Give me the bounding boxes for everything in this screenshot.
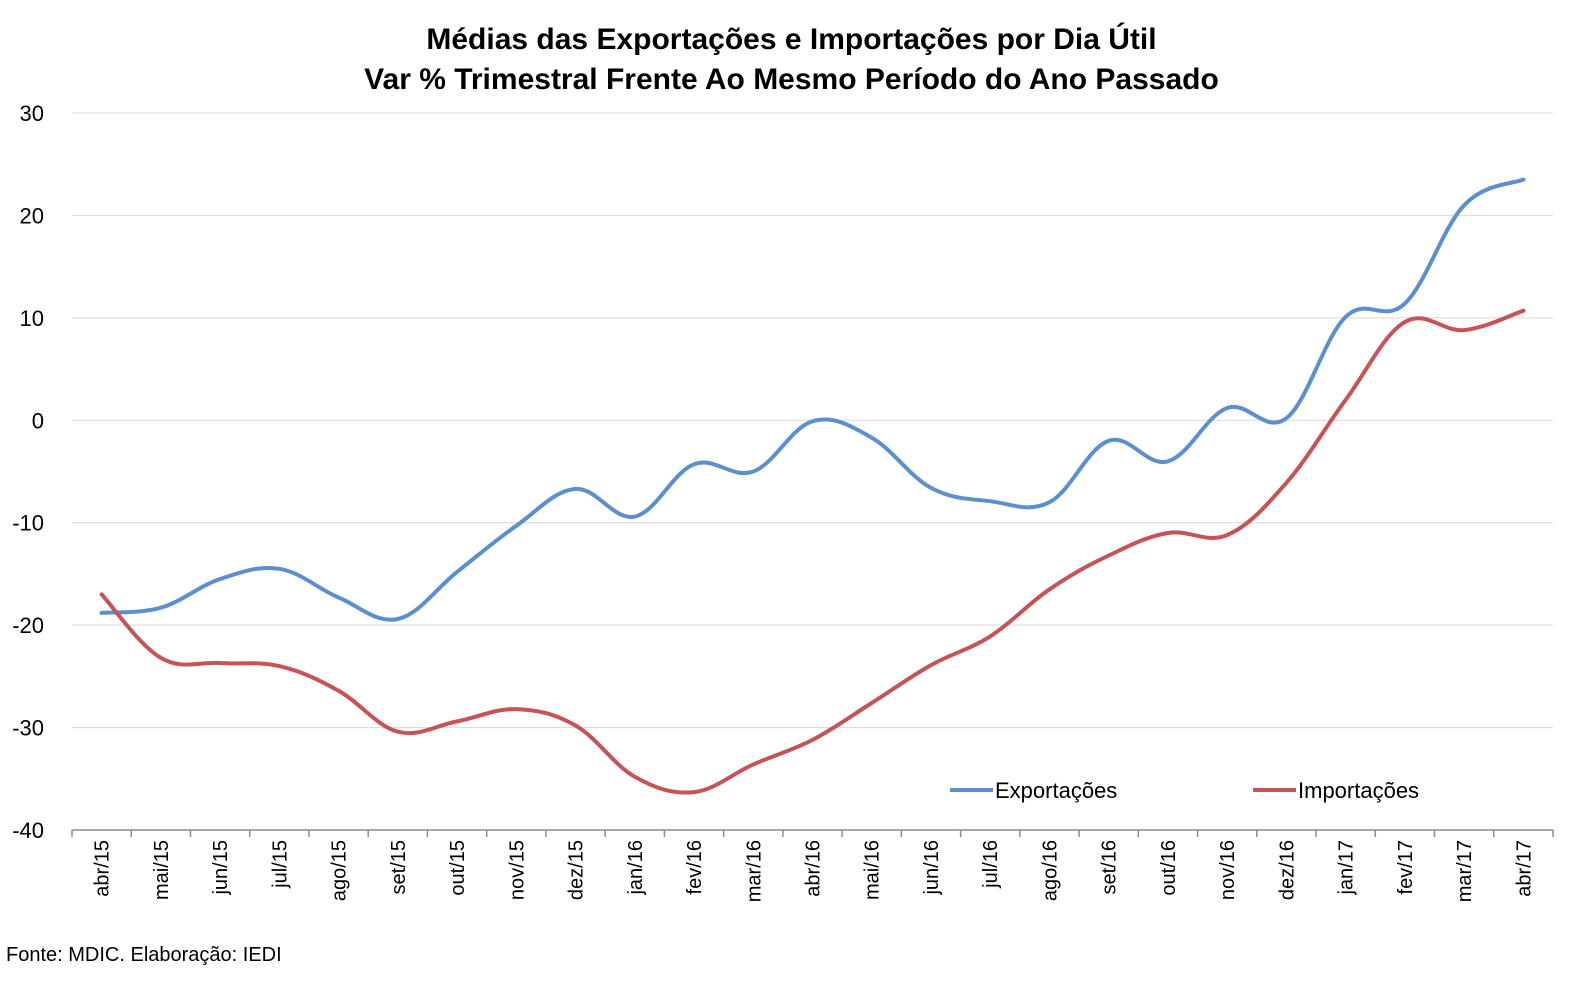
x-tick-label: set/15 <box>388 840 410 894</box>
x-tick-label: mar/17 <box>1454 840 1476 902</box>
x-axis: abr/15 mai/15 jun/15 jul/15 ago/15 set/15 out/… <box>71 829 1554 902</box>
series-line-exportacoes <box>99 177 1526 622</box>
y-axis-ticks: 30 20 10 0 -10 -20 -30 -40 <box>12 101 44 843</box>
x-tick-label: jun/16 <box>921 840 943 896</box>
x-tick-label: jul/15 <box>269 840 291 889</box>
x-tick-label: jan/16 <box>625 840 647 896</box>
chart-title: Médias das Exportações e Importações por… <box>426 23 1157 56</box>
x-tick-label: set/16 <box>1099 840 1121 894</box>
x-tick-label: fev/16 <box>684 840 706 894</box>
x-tick-label: dez/16 <box>1276 840 1298 900</box>
x-tick-label: ago/15 <box>329 840 351 901</box>
x-tick-label: abr/17 <box>1513 840 1535 897</box>
chart-title-block: Médias das Exportações e Importações por… <box>0 20 1583 100</box>
x-tick-label: jan/17 <box>1336 840 1358 896</box>
y-tick-label: 30 <box>20 101 44 126</box>
x-tick-label: mai/15 <box>151 840 173 900</box>
x-tick-label: nov/16 <box>1217 840 1239 900</box>
chart-subtitle: Var % Trimestral Frente Ao Mesmo Período… <box>364 63 1219 96</box>
y-tick-label: 0 <box>32 408 44 433</box>
legend-label-importacoes: Importações <box>1298 778 1419 803</box>
x-tick-label: abr/16 <box>803 840 825 897</box>
x-tick-label: jun/15 <box>210 840 232 896</box>
x-tick-label: out/15 <box>447 840 469 896</box>
x-tick-label: fev/17 <box>1395 840 1417 894</box>
series-line-importacoes <box>99 308 1526 795</box>
y-tick-label: 20 <box>20 203 44 228</box>
x-tick-label: jul/16 <box>980 840 1002 889</box>
y-tick-label: -40 <box>12 818 44 843</box>
x-tick-label: ago/16 <box>1039 840 1061 901</box>
x-tick-label: dez/15 <box>566 840 588 900</box>
x-tick-label: out/16 <box>1158 840 1180 896</box>
y-tick-label: 10 <box>20 306 44 331</box>
series-lines <box>99 177 1526 795</box>
legend-label-exportacoes: Exportações <box>995 778 1117 803</box>
y-tick-label: -30 <box>12 716 44 741</box>
source-note: Fonte: MDIC. Elaboração: IEDI <box>6 944 282 966</box>
x-tick-label: abr/15 <box>92 840 114 897</box>
y-tick-label: -20 <box>12 613 44 638</box>
gridlines <box>72 112 1553 729</box>
y-tick-label: -10 <box>12 511 44 536</box>
x-tick-label: mai/16 <box>862 840 884 900</box>
legend: Exportações Importações <box>950 778 1419 803</box>
x-tick-label: nov/15 <box>506 840 528 900</box>
x-tick-label: mar/16 <box>743 840 765 902</box>
